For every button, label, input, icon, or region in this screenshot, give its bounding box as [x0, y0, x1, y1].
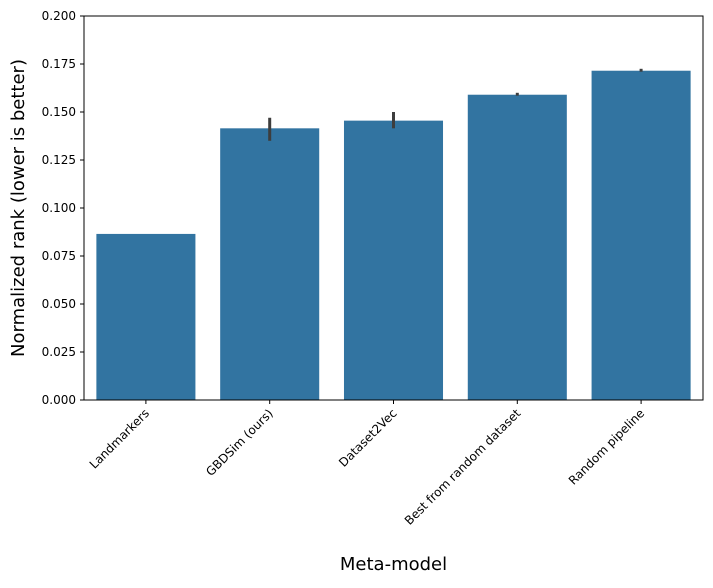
- y-tick-label: 0.050: [42, 297, 76, 311]
- y-axis-ticks: 0.000 0.025 0.050 0.075 0.100 0.125 0.150 0.175…: [42, 9, 84, 407]
- y-tick-label: 0.150: [42, 105, 76, 119]
- bar: [96, 233, 196, 400]
- x-axis-ticks: Landmarkers GBDSim (ours) Dataset2Vec Best …: [87, 400, 647, 528]
- y-tick-label: 0.025: [42, 345, 76, 359]
- y-tick-label: 0.000: [42, 393, 76, 407]
- x-tick-label: Landmarkers: [87, 406, 152, 471]
- x-tick-label: GBDSim (ours): [203, 406, 276, 479]
- plot-frame: [83, 15, 704, 401]
- bar: [343, 120, 444, 400]
- bar: [220, 128, 320, 400]
- bar: [591, 70, 691, 400]
- x-axis-label: Meta-model: [340, 554, 447, 575]
- x-tick-label: Random pipeline: [566, 406, 647, 487]
- x-tick-label: Dataset2Vec: [336, 406, 400, 470]
- y-tick-label: 0.075: [42, 249, 76, 263]
- bar: [467, 94, 567, 400]
- bars-layer: [96, 70, 691, 400]
- y-tick-label: 0.175: [42, 57, 76, 71]
- y-tick-label: 0.100: [42, 201, 76, 215]
- y-tick-label: 0.125: [42, 153, 76, 167]
- error-bars-layer: [268, 68, 643, 141]
- y-tick-label: 0.200: [42, 9, 76, 23]
- x-tick-label: Best from random dataset: [402, 406, 524, 528]
- y-axis-label: Normalized rank (lower is better): [8, 59, 29, 357]
